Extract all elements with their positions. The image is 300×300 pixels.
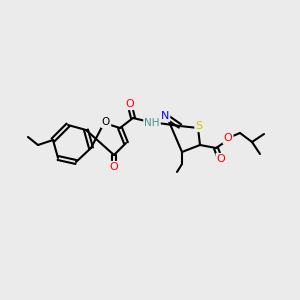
Text: O: O: [217, 154, 225, 164]
Text: O: O: [110, 162, 118, 172]
Text: O: O: [102, 117, 110, 127]
Text: O: O: [224, 133, 232, 143]
Text: O: O: [126, 99, 134, 109]
Text: S: S: [195, 121, 203, 131]
Text: N: N: [161, 111, 169, 121]
Text: NH: NH: [144, 118, 160, 128]
